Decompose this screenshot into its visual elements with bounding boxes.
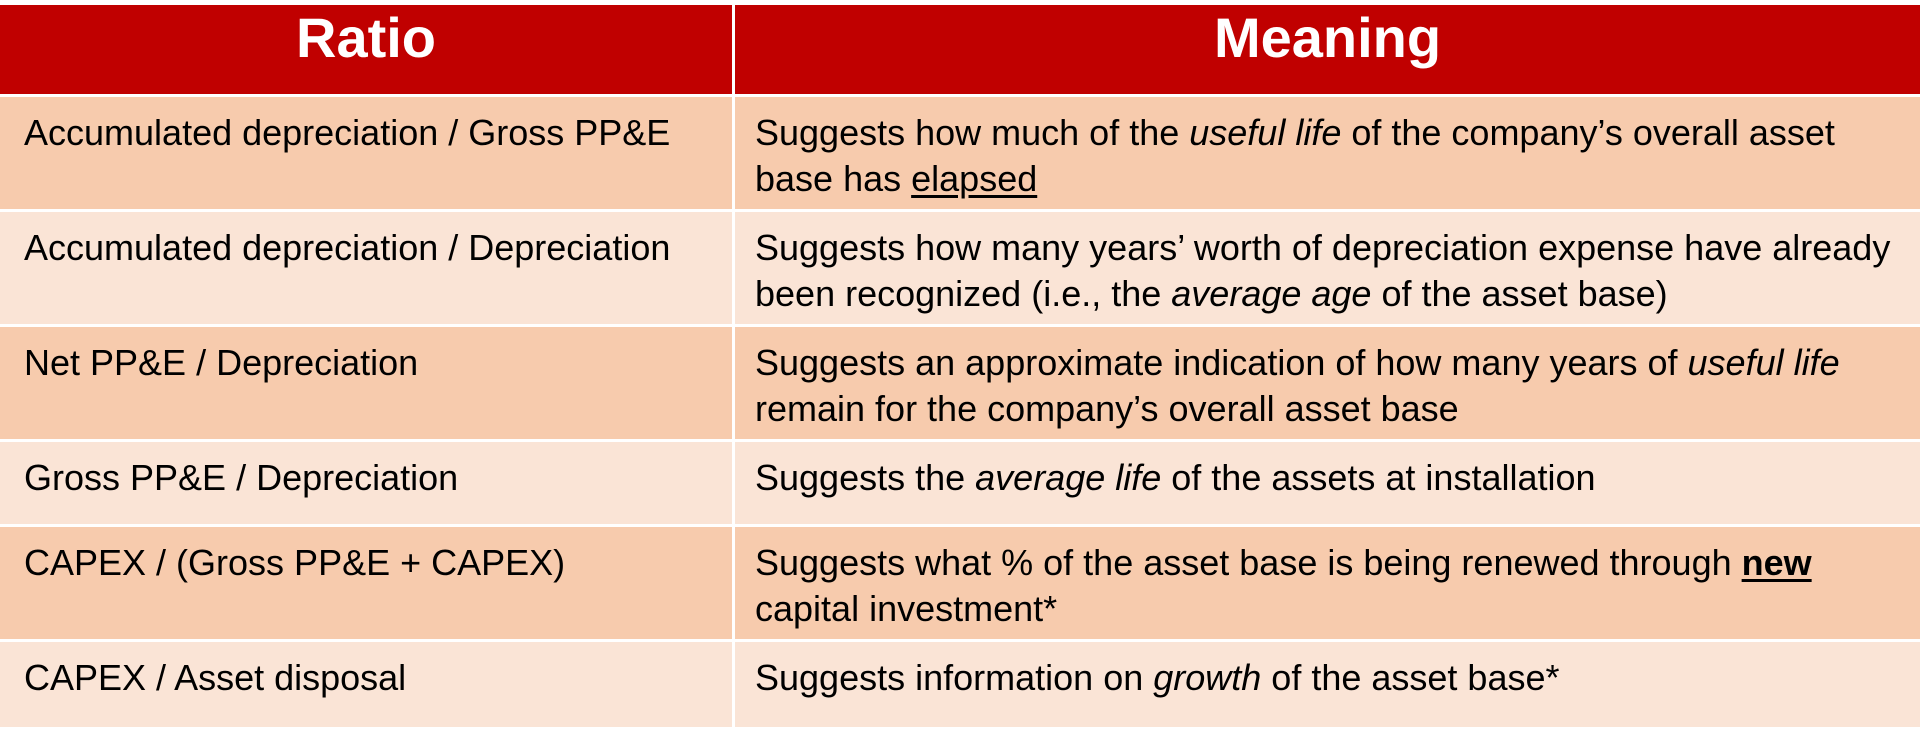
meaning-text: Suggests what % of the asset base is bei…: [755, 542, 1742, 583]
meaning-cell: Suggests what % of the asset base is bei…: [735, 527, 1920, 642]
table-row: Accumulated depreciation / Depreciation …: [0, 212, 1920, 327]
meaning-cell: Suggests how many years’ worth of deprec…: [735, 212, 1920, 327]
meaning-text: of the company’s overall asset base has: [755, 112, 1835, 199]
ratio-cell: Accumulated depreciation / Gross PP&E: [0, 97, 735, 212]
table-header-row: Ratio Meaning: [0, 0, 1920, 97]
meaning-emphasis: useful life: [1687, 342, 1840, 383]
table-row: Gross PP&E / Depreciation Suggests the a…: [0, 442, 1920, 527]
ratio-cell: CAPEX / Asset disposal: [0, 642, 735, 730]
meaning-cell: Suggests information on growth of the as…: [735, 642, 1920, 730]
meaning-text: Suggests how many years’ worth of deprec…: [755, 227, 1891, 314]
table-row: Net PP&E / Depreciation Suggests an appr…: [0, 327, 1920, 442]
table-row: Accumulated depreciation / Gross PP&E Su…: [0, 97, 1920, 212]
meaning-cell: Suggests an approximate indication of ho…: [735, 327, 1920, 442]
column-header-ratio: Ratio: [0, 0, 735, 97]
column-header-meaning: Meaning: [735, 0, 1920, 97]
ratio-cell: Accumulated depreciation / Depreciation: [0, 212, 735, 327]
meaning-cell: Suggests the average life of the assets …: [735, 442, 1920, 527]
meaning-text: of the asset base*: [1261, 657, 1560, 698]
table-row: CAPEX / (Gross PP&E + CAPEX) Suggests wh…: [0, 527, 1920, 642]
meaning-text: Suggests the: [755, 457, 976, 498]
meaning-emphasis: average life: [975, 457, 1162, 498]
meaning-text: of the assets at installation: [1161, 457, 1596, 498]
meaning-emphasis: useful life: [1189, 112, 1342, 153]
meaning-text: remain for the company’s overall asset b…: [755, 388, 1459, 429]
meaning-text: capital investment*: [755, 588, 1058, 629]
meaning-emphasis: growth: [1153, 657, 1262, 698]
meaning-text: of the asset base): [1371, 273, 1668, 314]
meaning-emphasis: average age: [1171, 273, 1372, 314]
meaning-cell: Suggests how much of the useful life of …: [735, 97, 1920, 212]
meaning-text: Suggests an approximate indication of ho…: [755, 342, 1688, 383]
ratio-cell: CAPEX / (Gross PP&E + CAPEX): [0, 527, 735, 642]
meaning-text: Suggests how much of the: [755, 112, 1190, 153]
meaning-bold-underline: new: [1741, 542, 1812, 583]
ratio-cell: Net PP&E / Depreciation: [0, 327, 735, 442]
table-row: CAPEX / Asset disposal Suggests informat…: [0, 642, 1920, 730]
ratio-cell: Gross PP&E / Depreciation: [0, 442, 735, 527]
meaning-underline: elapsed: [911, 158, 1038, 199]
meaning-text: Suggests information on: [755, 657, 1154, 698]
